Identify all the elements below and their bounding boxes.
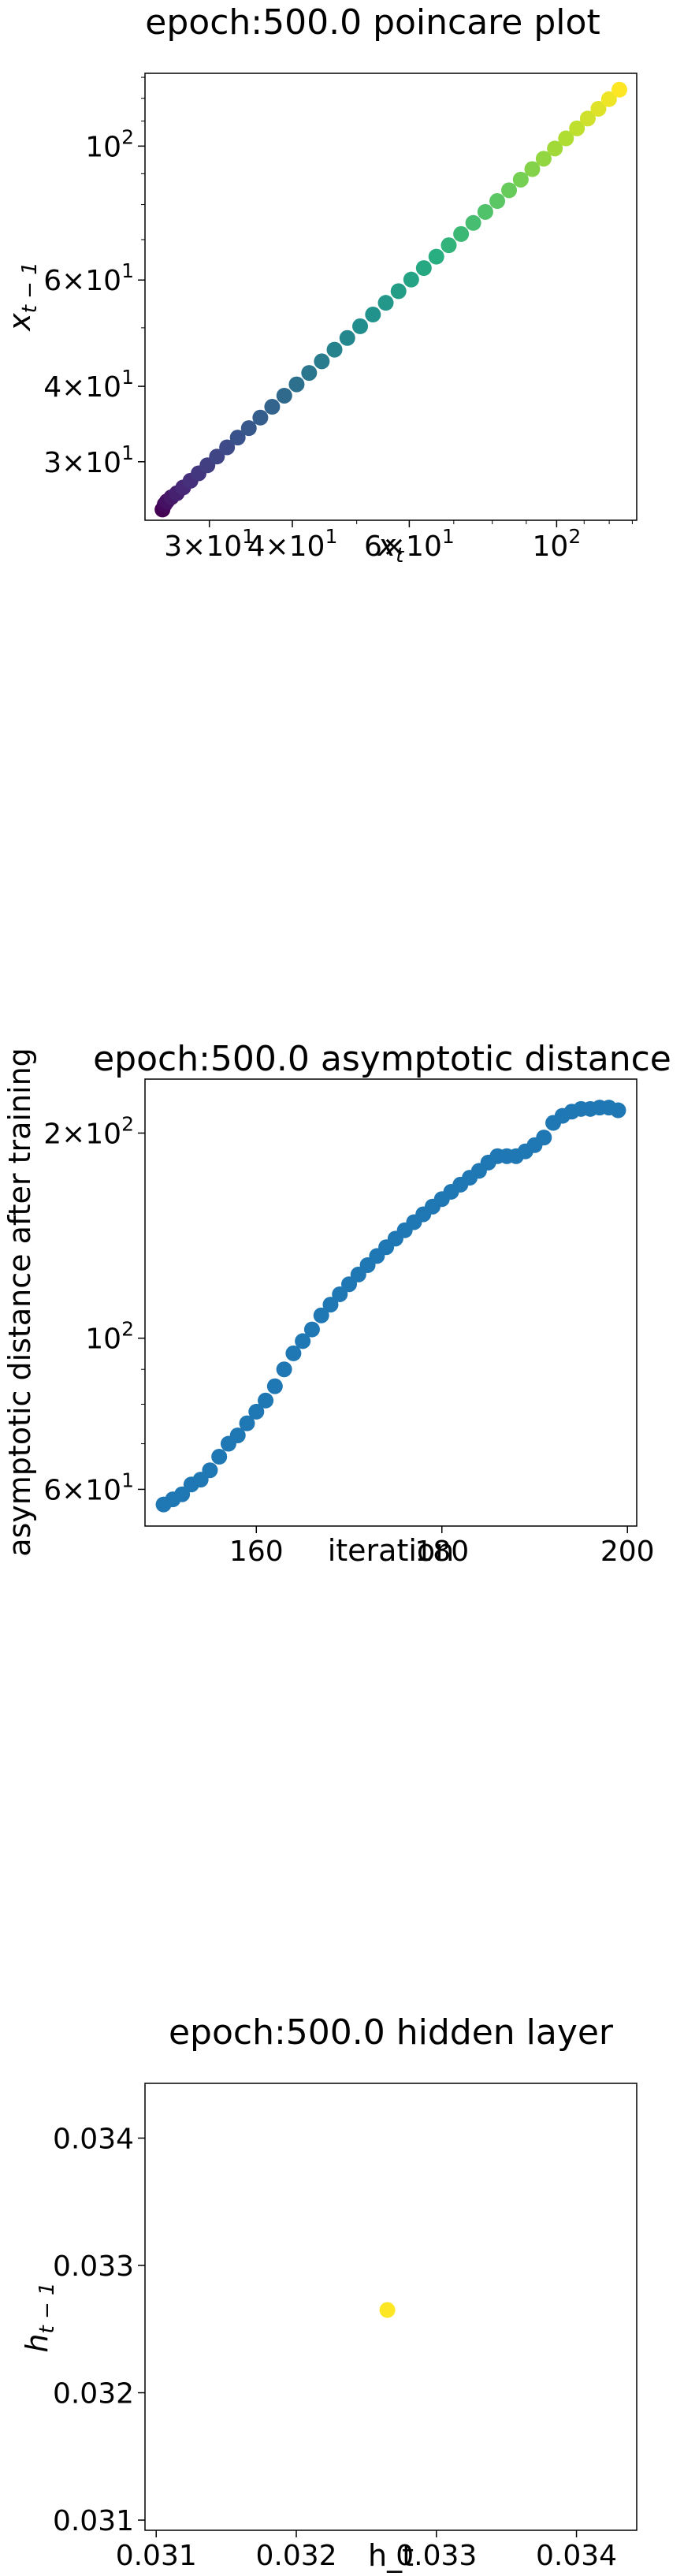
y-tick-label: 102 xyxy=(85,125,134,163)
y-axis-label: xt − 1 xyxy=(2,262,42,332)
data-point xyxy=(332,1286,348,1302)
y-axis-label: ht − 1 xyxy=(20,2282,59,2352)
data-point xyxy=(239,1415,255,1431)
data-point xyxy=(248,1403,265,1420)
x-tick-label: 102 xyxy=(533,525,582,563)
data-point xyxy=(453,225,470,242)
data-point xyxy=(326,341,343,358)
chart-title: epoch:500.0 asymptotic distance xyxy=(93,1039,671,1079)
y-tick-label: 4×101 xyxy=(43,366,134,404)
y-tick-label: 3×101 xyxy=(43,441,134,479)
y-tick-label: 102 xyxy=(85,1318,134,1356)
x-tick-label: 0.031 xyxy=(116,2540,197,2572)
data-point xyxy=(558,130,574,147)
y-axis-label: asymptotic distance after training xyxy=(2,1048,37,1557)
data-point xyxy=(303,1321,320,1338)
data-point xyxy=(569,120,585,136)
y-axis: 6×101 102 2×102 xyxy=(43,1112,145,1506)
data-point xyxy=(285,1345,302,1361)
x-tick-label: 0.033 xyxy=(396,2540,477,2572)
y-tick-label: 2×102 xyxy=(43,1112,134,1150)
data-point xyxy=(209,449,225,465)
chart-title: epoch:500.0 poincare plot xyxy=(145,2,600,43)
data-point xyxy=(301,365,318,382)
data-point xyxy=(211,1449,228,1465)
data-point xyxy=(264,399,281,415)
x-axis: 160 180 200 xyxy=(229,1526,655,1568)
plot-frame xyxy=(144,73,638,521)
data-point xyxy=(276,1361,292,1378)
x-axis-label: iteration xyxy=(328,1533,455,1568)
data-point xyxy=(403,271,419,288)
hidden-layer-plot: epoch:500.0 hidden layer 0.031 0.032 0.033… xyxy=(20,2012,638,2573)
y-tick-label: 0.032 xyxy=(53,2378,134,2410)
data-point xyxy=(240,420,257,437)
data-point xyxy=(352,318,369,334)
data-point xyxy=(174,1486,191,1502)
data-point xyxy=(314,353,330,370)
asymptotic-distance-plot: epoch:500.0 asymptotic distance 160 180 20… xyxy=(2,1039,671,1568)
data-point xyxy=(295,1333,311,1349)
data-point xyxy=(524,161,541,177)
data-point xyxy=(276,387,292,404)
data-point xyxy=(288,376,305,393)
data-point xyxy=(252,409,269,426)
data-point xyxy=(535,151,552,167)
x-tick-label: 180 xyxy=(414,1536,469,1568)
data-point xyxy=(600,91,617,107)
y-axis: 0.031 0.032 0.033 0.034 xyxy=(53,2123,145,2537)
data-point xyxy=(219,439,236,456)
data-point xyxy=(465,214,481,231)
data-point xyxy=(489,193,506,210)
y-tick-label: 0.031 xyxy=(53,2505,134,2537)
y-tick-label: 0.033 xyxy=(53,2250,134,2283)
x-tick-label: 160 xyxy=(229,1536,284,1568)
x-tick-label: 200 xyxy=(600,1536,655,1568)
y-axis: 3×101 4×101 6×101 102 xyxy=(43,76,145,479)
data-point xyxy=(428,248,444,265)
x-tick-label: 4×101 xyxy=(247,525,338,563)
data-point xyxy=(477,203,493,220)
y-tick-label: 6×101 xyxy=(43,1469,134,1506)
data-point xyxy=(202,1462,218,1479)
data-point xyxy=(536,1130,552,1146)
x-tick-label: 0.034 xyxy=(536,2540,617,2572)
data-point xyxy=(266,1378,283,1394)
data-point xyxy=(590,100,607,117)
data-point xyxy=(365,307,381,323)
data-point xyxy=(610,1102,626,1119)
data-point xyxy=(579,110,596,127)
data-point xyxy=(339,329,355,346)
plot-frame xyxy=(144,2083,638,2531)
scatter-series xyxy=(155,1100,626,1513)
x-tick-label: 3×101 xyxy=(164,525,255,563)
data-point xyxy=(415,260,432,277)
data-point xyxy=(313,1307,329,1323)
data-point xyxy=(441,237,457,254)
scatter-series xyxy=(154,81,627,518)
data-point xyxy=(379,2302,396,2318)
chart-title: epoch:500.0 hidden layer xyxy=(169,2012,614,2053)
x-axis: 0.031 0.032 0.033 0.034 xyxy=(116,2530,617,2572)
data-point xyxy=(512,171,529,188)
y-tick-label: 0.034 xyxy=(53,2123,134,2155)
scatter-series xyxy=(379,2302,396,2318)
data-point xyxy=(258,1392,274,1409)
y-tick-label: 6×101 xyxy=(43,259,134,297)
x-tick-label: 6×101 xyxy=(364,525,455,563)
data-point xyxy=(377,295,394,311)
plot-frame xyxy=(144,1078,638,1527)
data-point xyxy=(322,1297,339,1313)
data-point xyxy=(501,182,518,199)
x-axis-label: h_t xyxy=(368,2538,414,2573)
data-point xyxy=(611,81,627,98)
data-point xyxy=(229,430,246,446)
x-tick-label: 0.032 xyxy=(255,2540,336,2572)
data-point xyxy=(547,140,563,157)
data-point xyxy=(390,283,407,300)
data-point xyxy=(229,1427,246,1443)
